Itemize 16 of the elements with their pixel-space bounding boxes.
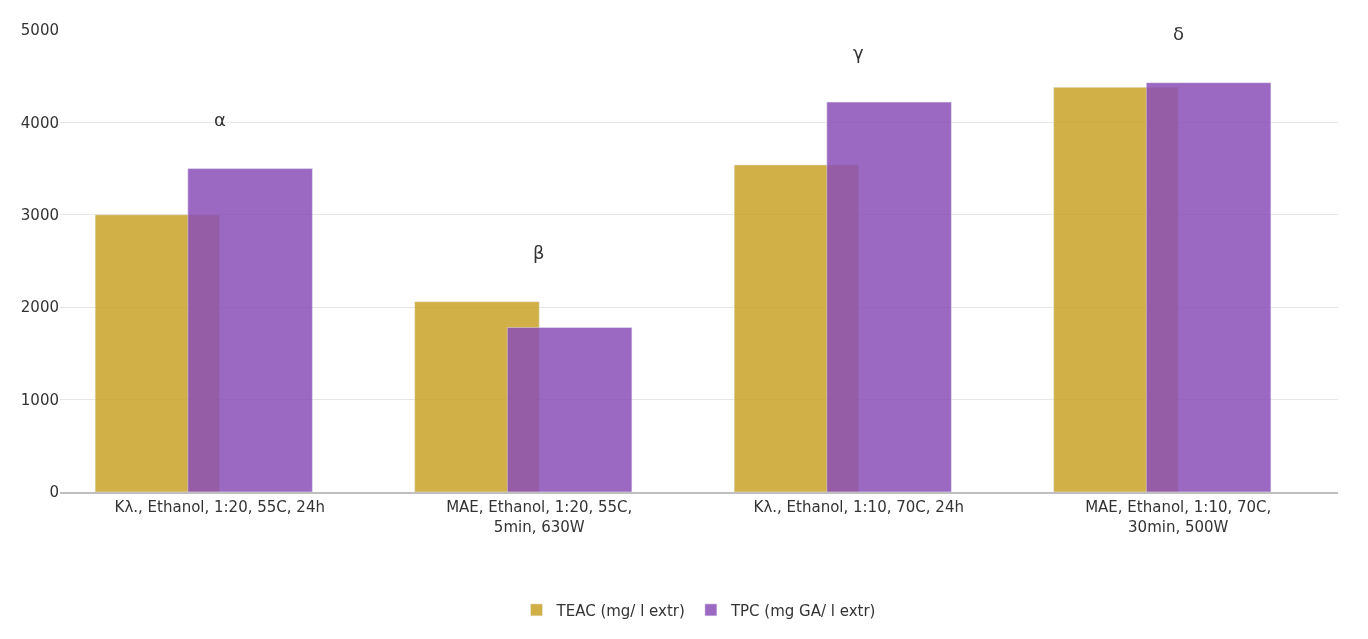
y-tick-label: 3000 [20,206,59,225]
x-tick-label: Κλ., Ethanol, 1:20, 55C, 24h [114,498,325,516]
y-tick-label: 1000 [20,390,59,409]
x-tick-label: Κλ., Ethanol, 1:10, 70C, 24h [753,498,964,516]
x-tick-label: MAE, Ethanol, 1:10, 70C, 30min, 500W [1085,498,1272,536]
annotation: δ [1173,23,1185,44]
annotation: γ [853,42,864,63]
annotation: α [214,109,226,130]
y-tick-label: 2000 [20,298,59,317]
annotation: β [533,242,545,263]
y-tick-label: 5000 [20,21,59,40]
legend-label: TPC (mg GA/ l extr) [729,601,876,620]
x-tick-label: MAE, Ethanol, 1:20, 55C, 5min, 630W [446,498,633,536]
legend-label: TEAC (mg/ l extr) [555,601,685,620]
y-tick-label: 0 [49,483,59,502]
y-tick-label: 4000 [20,113,59,132]
